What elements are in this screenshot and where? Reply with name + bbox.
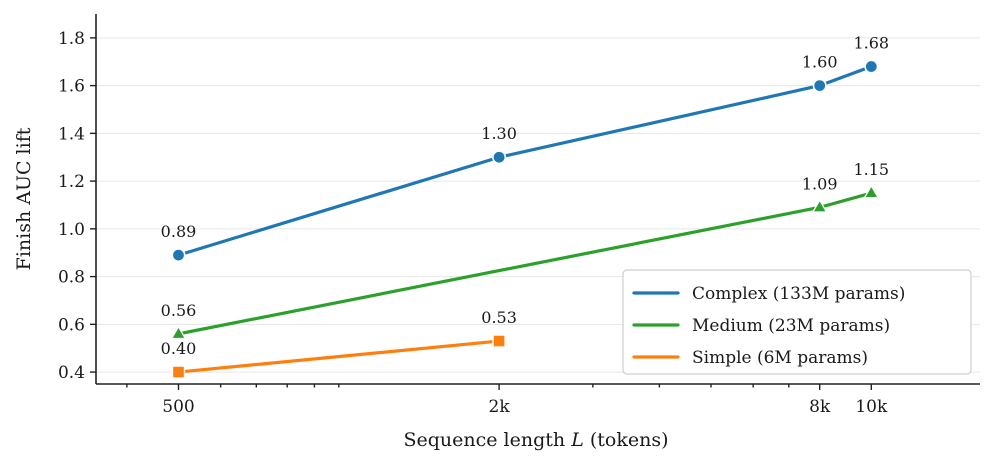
x-axis-title-prefix: Sequence length	[403, 429, 571, 451]
legend: Complex (133M params) Medium (23M params)…	[622, 269, 972, 375]
y-tick-label: 0.4	[58, 363, 85, 383]
y-tick-label: 1.2	[58, 172, 85, 192]
series-line-simple	[176, 339, 501, 374]
y-tick-label: 0.8	[58, 268, 85, 288]
data-point-medium	[863, 184, 880, 199]
data-label-complex: 0.89	[161, 222, 197, 241]
y-tick-label: 1.8	[58, 29, 85, 49]
x-tick-label: 500	[162, 397, 194, 417]
data-point-complex	[812, 78, 827, 93]
y-tick-label: 1.0	[58, 220, 85, 240]
legend-label-medium: Medium (23M params)	[692, 316, 890, 336]
data-label-medium: 1.09	[802, 174, 838, 193]
data-label-medium: 1.15	[853, 160, 889, 179]
axes	[95, 14, 980, 385]
legend-box	[622, 269, 972, 375]
x-tick-label: 8k	[809, 397, 831, 417]
x-tick-label: 10k	[855, 397, 888, 417]
data-label-simple: 0.53	[481, 308, 517, 327]
data-point-medium	[170, 325, 187, 340]
data-label-complex: 1.68	[853, 34, 889, 53]
series	[170, 59, 880, 379]
data-point-medium	[811, 198, 828, 213]
series-simple	[171, 334, 506, 379]
data-point-complex	[492, 150, 507, 165]
ticks: 0.4 0.6 0.8 1.0 1.2 1.4 1.6 1.8 500 2k 8k 10k	[58, 29, 888, 417]
y-tick-label: 1.6	[58, 77, 85, 97]
data-point-complex	[864, 59, 879, 74]
data-point-simple	[492, 334, 506, 348]
series-medium	[170, 184, 880, 340]
data-label-simple: 0.40	[161, 339, 197, 358]
data-point-complex	[171, 248, 186, 263]
data-point-simple	[171, 365, 186, 379]
x-axis-title-variable: L	[570, 429, 584, 451]
x-axis-title: Sequence length L (tokens)	[403, 429, 668, 451]
data-labels: 0.89 1.30 1.60 1.68 0.56 1.09 1.15 0.40 0.53	[161, 34, 889, 359]
data-label-complex: 1.60	[802, 53, 838, 72]
series-line-complex	[176, 64, 873, 257]
data-label-complex: 1.30	[481, 124, 517, 143]
legend-label-complex: Complex (133M params)	[692, 284, 905, 304]
y-tick-label: 0.6	[58, 315, 85, 335]
series-complex	[171, 59, 879, 263]
x-tick-label: 2k	[489, 397, 511, 417]
x-axis-title-suffix: (tokens)	[584, 429, 669, 451]
data-label-medium: 0.56	[161, 301, 197, 320]
y-tick-label: 1.4	[58, 124, 85, 144]
y-axis-title: Finish AUC lift	[13, 127, 35, 270]
grid	[96, 37, 980, 373]
legend-label-simple: Simple (6M params)	[692, 348, 868, 368]
